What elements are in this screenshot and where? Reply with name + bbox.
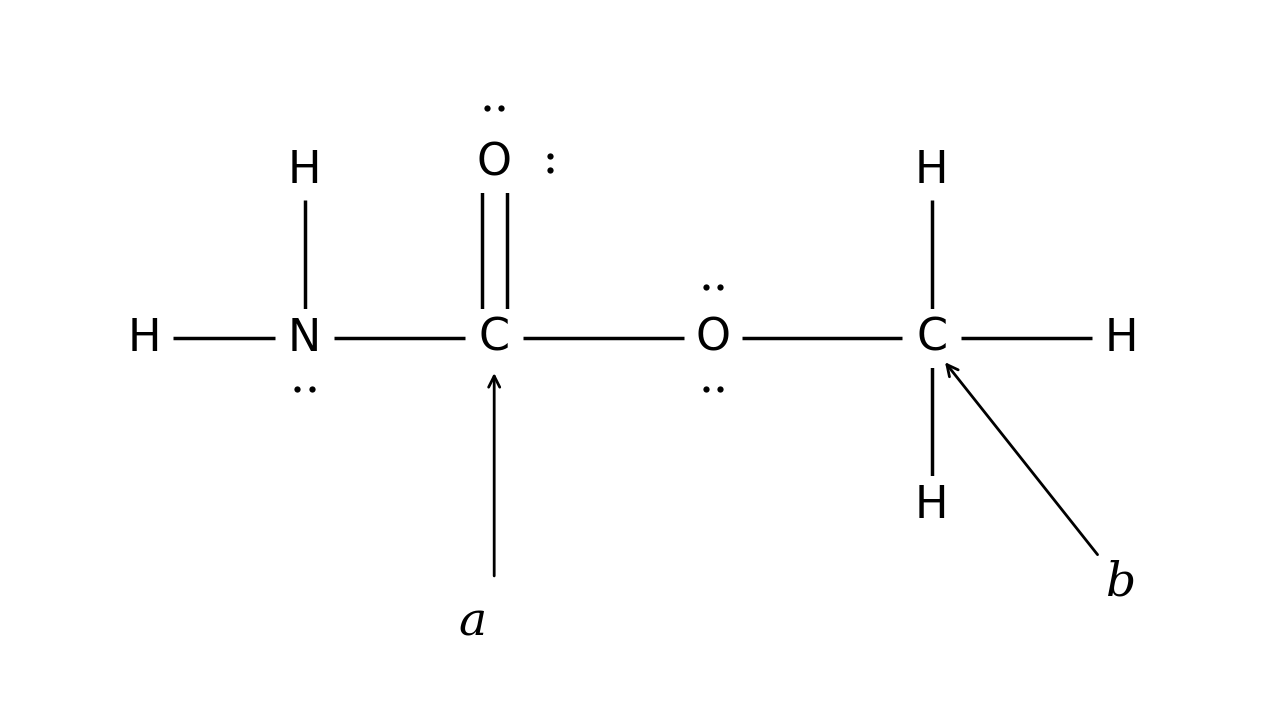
Text: O: O xyxy=(695,317,731,359)
Text: C: C xyxy=(916,317,947,359)
Text: H: H xyxy=(1105,317,1138,359)
Text: H: H xyxy=(288,149,321,192)
Text: H: H xyxy=(915,149,948,192)
Text: N: N xyxy=(288,317,321,359)
Text: O: O xyxy=(476,142,512,184)
Text: C: C xyxy=(479,317,509,359)
Text: b: b xyxy=(1106,560,1137,606)
Text: H: H xyxy=(128,317,161,359)
Text: H: H xyxy=(915,485,948,527)
Text: a: a xyxy=(458,600,486,645)
